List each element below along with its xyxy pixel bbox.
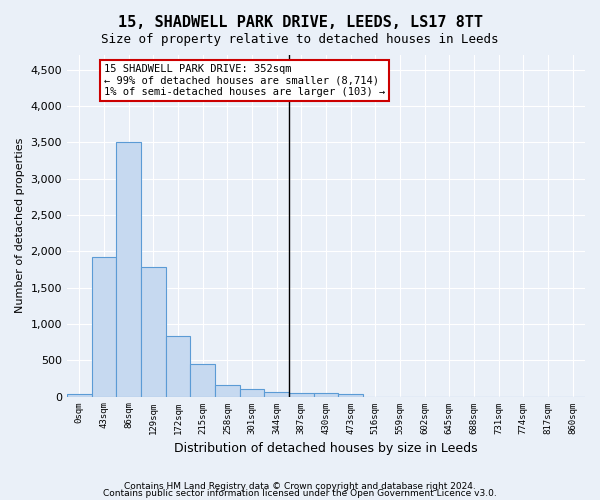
Bar <box>338 394 363 396</box>
Bar <box>314 394 338 396</box>
X-axis label: Distribution of detached houses by size in Leeds: Distribution of detached houses by size … <box>174 442 478 455</box>
Bar <box>190 364 215 396</box>
Bar <box>215 386 239 396</box>
Bar <box>289 392 314 396</box>
Text: 15, SHADWELL PARK DRIVE, LEEDS, LS17 8TT: 15, SHADWELL PARK DRIVE, LEEDS, LS17 8TT <box>118 15 482 30</box>
Y-axis label: Number of detached properties: Number of detached properties <box>15 138 25 314</box>
Bar <box>67 394 92 396</box>
Bar <box>92 257 116 396</box>
Text: Size of property relative to detached houses in Leeds: Size of property relative to detached ho… <box>101 32 499 46</box>
Bar <box>116 142 141 397</box>
Bar <box>239 390 265 396</box>
Text: 15 SHADWELL PARK DRIVE: 352sqm
← 99% of detached houses are smaller (8,714)
1% o: 15 SHADWELL PARK DRIVE: 352sqm ← 99% of … <box>104 64 385 97</box>
Bar <box>265 392 289 396</box>
Bar <box>141 267 166 396</box>
Text: Contains HM Land Registry data © Crown copyright and database right 2024.: Contains HM Land Registry data © Crown c… <box>124 482 476 491</box>
Text: Contains public sector information licensed under the Open Government Licence v3: Contains public sector information licen… <box>103 490 497 498</box>
Bar <box>166 336 190 396</box>
